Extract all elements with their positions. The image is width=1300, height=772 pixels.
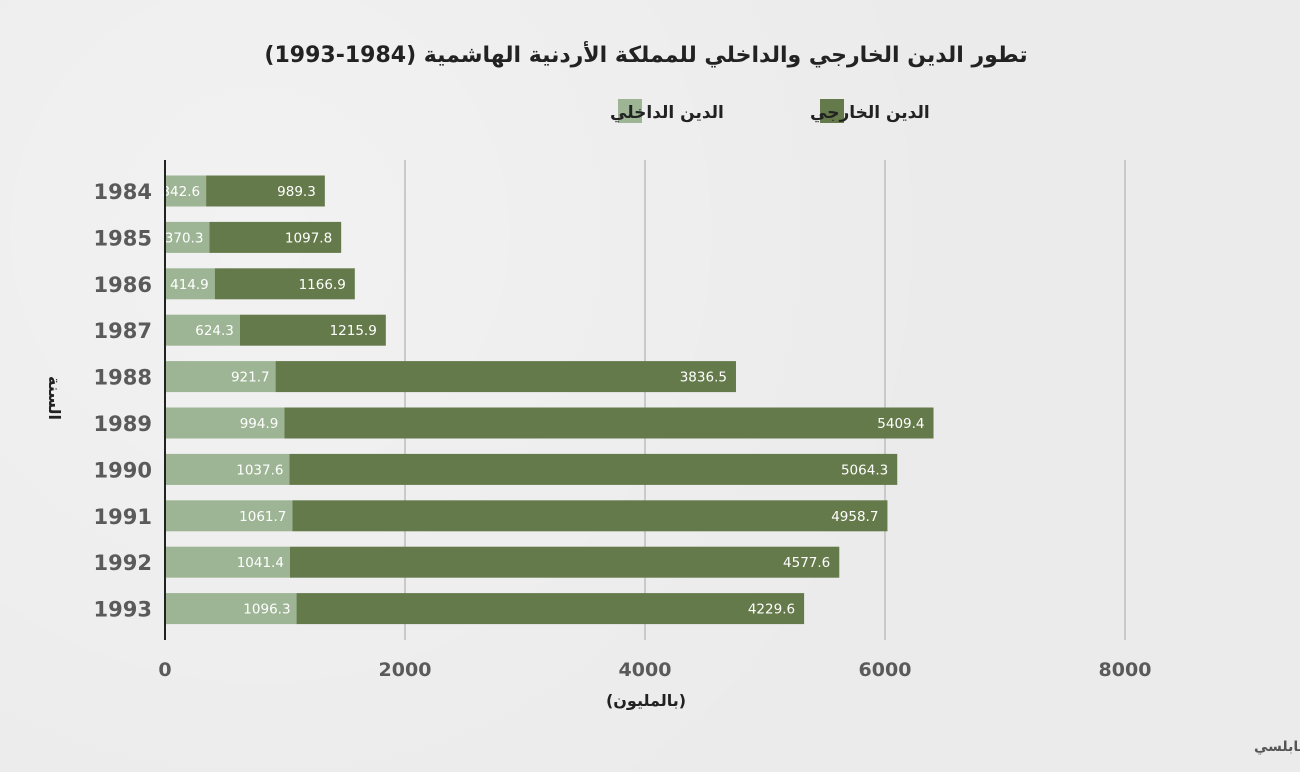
- bar-internal-1984: [165, 175, 207, 207]
- bar-internal-1987: [165, 314, 240, 346]
- legend-swatch-internal: [618, 99, 642, 123]
- x-axis-label: (بالمليون): [606, 691, 686, 710]
- bar-label-internal-1987: 624.3: [195, 323, 234, 339]
- x-tick-label: 6000: [859, 659, 912, 681]
- y-tick-label-1984: 1984: [94, 180, 152, 204]
- y-tick-labels: 1984 1985 1986 1987 1988 1989 1990 1991 1992 1993: [94, 180, 152, 622]
- bar-label-internal-1985: 370.3: [165, 230, 204, 246]
- y-tick-label-1992: 1992: [94, 551, 152, 575]
- bar-label-external-1985: 1097.8: [285, 230, 332, 246]
- legend-label-external: الدين الخارجي: [810, 103, 930, 123]
- chart-title: تطور الدين الخارجي والداخلي للمملكة الأر…: [264, 40, 1027, 68]
- legend-swatch-external: [820, 99, 844, 123]
- bar-external-1993: [296, 593, 805, 625]
- bar-external-1985: [209, 221, 342, 253]
- bar-label-external-1984: 989.3: [277, 184, 316, 200]
- source-note: المصدر: الأزمة المالية المزدوجة، محمد سع…: [1254, 738, 1300, 755]
- bars: 342.6 989.3 370.3 1097.8 414.9 1166.9 624.3 121…: [161, 175, 934, 625]
- bar-label-internal-1986: 414.9: [170, 277, 209, 293]
- y-tick-label-1989: 1989: [94, 412, 152, 436]
- x-tick-label: 4000: [619, 659, 672, 681]
- bar-external-1984: [206, 175, 325, 207]
- bar-label-internal-1992: 1041.4: [237, 555, 284, 571]
- bar-external-1986: [214, 268, 355, 300]
- bar-label-internal-1990: 1037.6: [236, 462, 283, 478]
- y-tick-label-1993: 1993: [94, 598, 152, 622]
- legend: الدين الخارجي الدين الداخلي: [610, 99, 930, 123]
- bar-label-external-1986: 1166.9: [299, 277, 346, 293]
- bar-label-internal-1989: 994.9: [240, 416, 279, 432]
- bar-label-internal-1993: 1096.3: [243, 602, 290, 618]
- bar-external-1987: [239, 314, 386, 346]
- bar-external-1990: [289, 453, 898, 485]
- y-tick-label-1991: 1991: [94, 505, 152, 529]
- y-tick-label-1988: 1988: [94, 366, 152, 390]
- bar-external-1988: [275, 361, 736, 393]
- bar-label-internal-1988: 921.7: [231, 370, 270, 386]
- bar-internal-1989: [165, 407, 285, 439]
- y-axis-label: السنة: [45, 376, 64, 420]
- bar-label-external-1987: 1215.9: [330, 323, 377, 339]
- bar-internal-1991: [165, 500, 293, 532]
- y-tick-label-1987: 1987: [94, 319, 152, 343]
- bar-label-internal-1991: 1061.7: [239, 509, 286, 525]
- x-tick-labels: 0 2000 4000 6000 8000: [158, 659, 1151, 681]
- bar-label-external-1990: 5064.3: [841, 462, 888, 478]
- y-tick-label-1986: 1986: [94, 273, 152, 297]
- y-tick-label-1990: 1990: [94, 458, 152, 482]
- bar-internal-1993: [165, 593, 297, 625]
- bar-internal-1992: [165, 546, 290, 578]
- bar-external-1991: [292, 500, 888, 532]
- x-tick-label: 0: [158, 659, 171, 681]
- legend-label-internal: الدين الداخلي: [610, 103, 724, 123]
- bar-internal-1988: [165, 361, 276, 393]
- bar-internal-1985: [165, 221, 210, 253]
- bar-label-external-1993: 4229.6: [748, 602, 795, 618]
- y-tick-label-1985: 1985: [94, 226, 152, 250]
- bar-external-1992: [289, 546, 840, 578]
- x-tick-label: 8000: [1099, 659, 1152, 681]
- x-tick-label: 2000: [379, 659, 432, 681]
- bar-internal-1990: [165, 453, 290, 485]
- bar-external-1989: [284, 407, 934, 439]
- bar-label-external-1989: 5409.4: [877, 416, 924, 432]
- bar-label-external-1988: 3836.5: [680, 370, 727, 386]
- bar-internal-1986: [165, 268, 215, 300]
- bar-label-external-1991: 4958.7: [831, 509, 878, 525]
- bar-label-internal-1984: 342.6: [161, 184, 200, 200]
- bar-label-external-1992: 4577.6: [783, 555, 830, 571]
